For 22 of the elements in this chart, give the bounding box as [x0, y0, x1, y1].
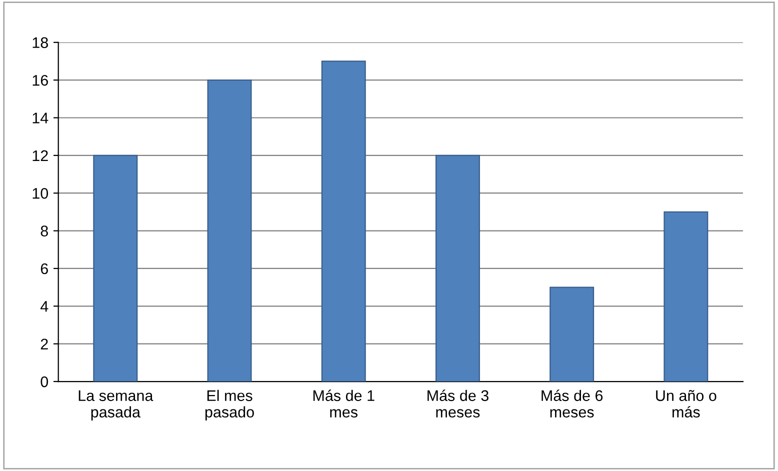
x-tick-label: El mes pasado [205, 390, 254, 421]
bar [321, 60, 366, 382]
bar [435, 154, 480, 382]
bar [550, 286, 594, 382]
y-tick-label: 10 [32, 188, 48, 199]
bar [207, 80, 252, 382]
y-tick-label: 12 [32, 150, 48, 161]
bar [93, 154, 138, 382]
y-tick-label: 18 [32, 37, 48, 48]
x-tick-label: Más de 6 meses [542, 390, 603, 418]
y-tick-label: 6 [40, 263, 48, 274]
y-tick-label: 2 [40, 338, 48, 350]
x-tick-label: Más de 3 meses [428, 390, 488, 418]
x-tick-label: Más de 1 mes [313, 390, 374, 418]
x-tick-label: La semana pasada [78, 390, 154, 421]
y-tick-label: 8 [40, 226, 48, 236]
x-tick-label: Un año o más [656, 390, 716, 418]
y-tick-label: 4 [40, 301, 48, 312]
y-tick-label: 14 [32, 112, 48, 124]
y-tick-label: 16 [32, 74, 48, 86]
bar [664, 211, 708, 382]
y-tick-label: 0 [40, 376, 48, 388]
